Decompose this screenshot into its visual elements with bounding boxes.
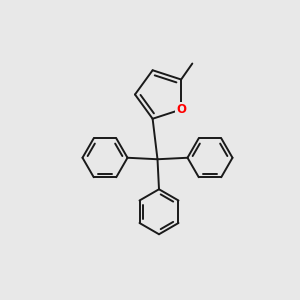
- Text: O: O: [176, 103, 186, 116]
